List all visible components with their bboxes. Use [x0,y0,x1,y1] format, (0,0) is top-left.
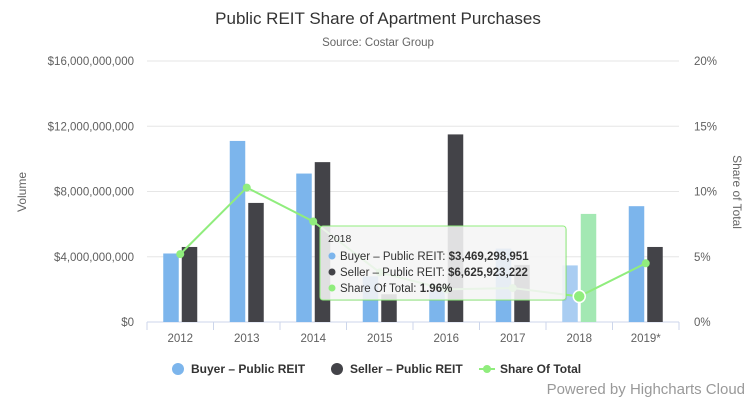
y-right-tick-label: 15% [694,121,717,133]
y-right-tick-label: 0% [694,317,711,329]
share-point [641,259,650,268]
y-right-tick-label: 10% [694,187,717,199]
share-point [176,250,185,259]
y-left-tick-label: $16,000,000,000 [48,56,134,68]
share-point [309,217,318,226]
tooltip-row: Seller – Public REIT: $6,625,923,222 [340,267,528,279]
tooltip-row: Buyer – Public REIT: $3,469,298,951 [340,251,529,263]
legend-symbol [331,363,343,375]
bar-seller [580,213,597,322]
tooltip-marker [328,284,336,292]
legend: Buyer – Public REIT Seller – Public REIT S… [172,362,581,376]
x-tick-label: 2017 [500,333,526,345]
legend-symbol [483,365,491,373]
x-tick-label: 2019* [631,333,662,345]
y-axis-right-title: Share of Total [730,155,744,229]
share-point [242,183,251,192]
y-axis-left: $0 $4,000,000,000 $8,000,000,000 $12,000,00… [48,56,134,329]
tooltip-header: 2018 [328,233,352,245]
bar-seller [381,294,397,322]
tooltip-row-value: $3,469,298,951 [449,251,530,263]
x-tick-label: 2014 [300,333,326,345]
legend-symbol [172,363,184,375]
legend-label: Seller – Public REIT [350,362,463,376]
bar-seller [248,202,264,322]
x-tick-label: 2016 [433,333,459,345]
y-axis-left-title: Volume [15,172,29,212]
y-right-tick-label: 20% [694,56,717,68]
bar-seller [647,246,663,322]
tooltip-row-value: 1.96% [420,283,453,295]
bar-buyer [163,253,179,322]
tooltip-row-value: $6,625,923,222 [448,267,528,279]
chart-title: Public REIT Share of Apartment Purchases [215,9,541,28]
legend-label: Buyer – Public REIT [191,362,306,376]
share-point [572,289,586,304]
y-left-tick-label: $12,000,000,000 [48,121,134,133]
y-left-tick-label: $8,000,000,000 [54,187,134,199]
x-tick-label: 2018 [566,333,592,345]
tooltip-box [319,225,567,301]
tooltip-marker [328,268,336,276]
bar-seller [181,246,198,322]
tooltip-row: Share Of Total: 1.96% [340,283,452,295]
tooltip-row-label: Seller – Public REIT: [340,267,448,279]
credits-link[interactable]: Powered by Highcharts Cloud [547,381,745,398]
bar-buyer [296,173,312,322]
y-left-tick-label: $0 [121,317,134,329]
legend-label: Share Of Total [500,362,581,376]
x-tick-label: 2012 [167,333,193,345]
legend-item[interactable]: Share Of Total [479,362,581,376]
tooltip-marker [328,252,336,260]
bar-buyer [628,206,645,322]
x-axis: 2012 2013 2014 2015 2016 2017 2018 2019* [146,322,680,345]
x-tick-label: 2015 [367,333,393,345]
y-right-tick-label: 5% [694,252,711,264]
y-left-tick-label: $4,000,000,000 [54,252,134,264]
legend-item[interactable]: Buyer – Public REIT [172,362,306,376]
chart-subtitle: Source: Costar Group [322,37,434,49]
bar-buyer [229,140,246,322]
y-axis-right: 0% 5% 10% 15% 20% [694,56,717,329]
tooltip-row-label: Share Of Total: [340,283,420,295]
x-tick-label: 2013 [234,333,260,345]
tooltip-row-label: Buyer – Public REIT: [340,251,449,263]
legend-item[interactable]: Seller – Public REIT [331,362,463,376]
